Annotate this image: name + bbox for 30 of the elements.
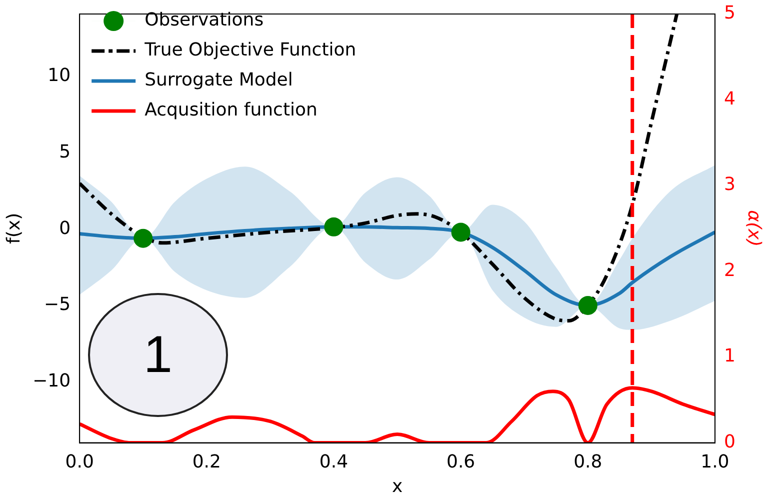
y-tick-label: −10 <box>32 370 71 392</box>
y2-axis-title: α(x) <box>744 210 765 247</box>
y2-tick-label: 1 <box>724 346 736 367</box>
y2-tick-label: 5 <box>724 2 736 24</box>
x-tick-label: 0.0 <box>65 451 94 472</box>
y2-tick-label: 2 <box>724 260 736 281</box>
y-tick-label: 10 <box>48 65 71 86</box>
y-axis-title: f(x) <box>3 212 24 244</box>
annotation: 1 <box>144 325 172 385</box>
legend-label: Surrogate Model <box>144 70 293 91</box>
legend-label: Acqusition function <box>144 100 318 121</box>
y2-tick-label: 0 <box>724 431 736 452</box>
point <box>324 217 344 236</box>
x-tick-label: 0.4 <box>319 451 348 472</box>
point <box>578 296 598 315</box>
x-tick-label: 0.2 <box>192 451 221 472</box>
x-tick-label: 1.0 <box>700 451 730 472</box>
point <box>451 222 470 242</box>
y-tick-label: −5 <box>44 294 71 316</box>
y2-tick-label: 3 <box>724 174 736 196</box>
y2-tick-label: 4 <box>724 88 736 110</box>
y-tick-label: 5 <box>59 142 71 163</box>
legend-label: True Objective Function <box>144 40 356 61</box>
y-tick-label: 0 <box>59 218 71 239</box>
x-axis-title: x <box>392 476 403 497</box>
point <box>134 228 153 248</box>
oval-badge: 1 <box>88 293 228 417</box>
x-tick-label: 0.6 <box>446 451 476 472</box>
x-tick-label: 0.8 <box>574 451 602 472</box>
legend-label: Observations <box>144 10 264 31</box>
